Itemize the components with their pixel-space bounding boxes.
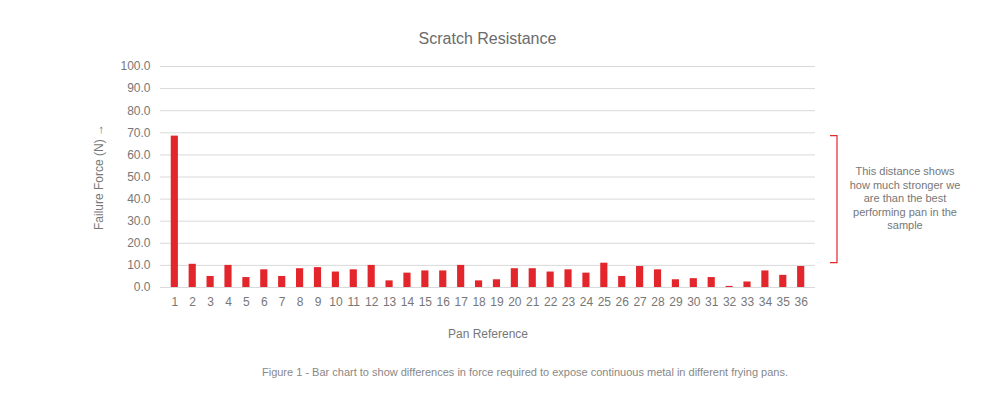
svg-text:25: 25: [598, 295, 612, 309]
html-text:Figure 1 - Bar chart to show d: Figure 1 - Bar chart to show differences…: [262, 366, 788, 378]
svg-text:6: 6: [261, 295, 268, 309]
svg-text:27: 27: [633, 295, 647, 309]
html-text:This distance shows how much s: This distance shows how much stronger we…: [849, 165, 961, 232]
svg-text:9: 9: [315, 295, 322, 309]
svg-text:22: 22: [544, 295, 558, 309]
svg-text:18: 18: [472, 295, 486, 309]
svg-text:30.0: 30.0: [127, 214, 151, 228]
svg-text:28: 28: [651, 295, 665, 309]
svg-text:26: 26: [616, 295, 630, 309]
svg-text:21: 21: [526, 295, 540, 309]
svg-text:12: 12: [365, 295, 379, 309]
svg-text:31: 31: [705, 295, 719, 309]
svg-text:2: 2: [189, 295, 196, 309]
svg-text:0.0: 0.0: [134, 280, 151, 294]
svg-text:32: 32: [723, 295, 737, 309]
svg-text:5: 5: [243, 295, 250, 309]
svg-text:11: 11: [348, 295, 361, 309]
svg-text:80.0: 80.0: [127, 104, 151, 118]
svg-text:3: 3: [207, 295, 214, 309]
svg-text:40.0: 40.0: [127, 192, 151, 206]
html-text:Scratch Resistance: Scratch Resistance: [418, 30, 557, 47]
svg-text:60.0: 60.0: [127, 148, 151, 162]
svg-text:29: 29: [669, 295, 683, 309]
svg-text:34: 34: [759, 295, 773, 309]
svg-text:36: 36: [795, 295, 809, 309]
svg-text:17: 17: [454, 295, 468, 309]
svg-text:14: 14: [401, 295, 415, 309]
svg-text:33: 33: [741, 295, 755, 309]
svg-text:4: 4: [225, 295, 232, 309]
svg-text:16: 16: [437, 295, 451, 309]
svg-text:15: 15: [419, 295, 433, 309]
svg-text:1: 1: [171, 295, 178, 309]
svg-text:13: 13: [383, 295, 397, 309]
svg-text:30: 30: [687, 295, 701, 309]
svg-text:10.0: 10.0: [127, 258, 151, 272]
svg-text:90.0: 90.0: [127, 81, 151, 95]
svg-text:8: 8: [297, 295, 304, 309]
svg-text:19: 19: [490, 295, 504, 309]
svg-text:100.0: 100.0: [120, 59, 150, 73]
svg-text:70.0: 70.0: [127, 126, 151, 140]
svg-text:20.0: 20.0: [127, 236, 151, 250]
svg-text:10: 10: [329, 295, 343, 309]
svg-text:Failure Force (N) →: Failure Force (N) →: [92, 124, 106, 230]
svg-text:35: 35: [777, 295, 791, 309]
svg-text:20: 20: [508, 295, 522, 309]
svg-text:50.0: 50.0: [127, 170, 151, 184]
svg-text:24: 24: [580, 295, 594, 309]
svg-text:7: 7: [279, 295, 286, 309]
svg-text:Pan Reference: Pan Reference: [448, 327, 528, 341]
svg-text:23: 23: [562, 295, 576, 309]
